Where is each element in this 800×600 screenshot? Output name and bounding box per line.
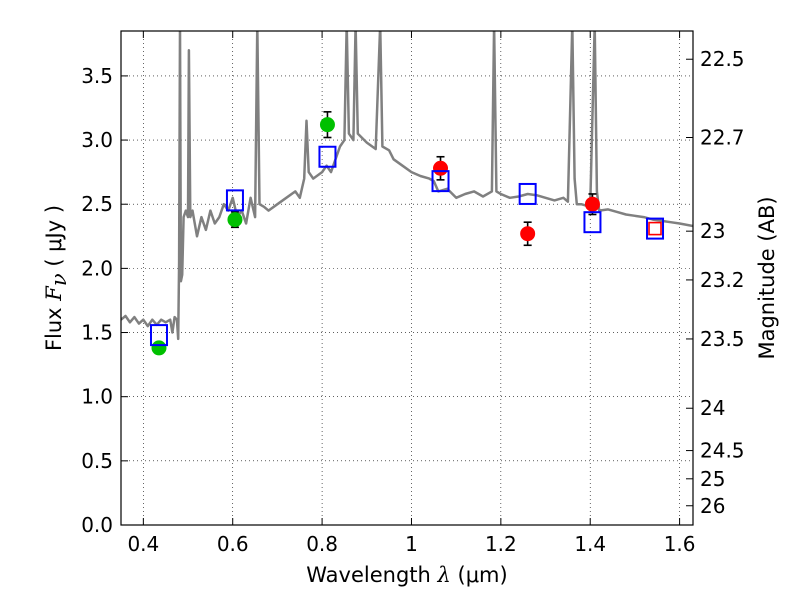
nir-photometry-point [520,226,536,242]
optical-photometry-point [151,340,167,356]
x-axis-ticks: 0.4 0.6 0.8 1 1.2 1.4 1.6 [127,31,696,556]
model-photometry-square [225,189,244,212]
model-spectrum-line [121,31,693,341]
y-tick-label: 3.5 [81,64,113,88]
model-photometry-square [431,170,450,193]
y-tick-label: 0.0 [81,513,113,537]
y2-tick-label: 25 [700,467,725,491]
y2-tick-label: 24 [700,396,725,420]
model-photometry-square [518,182,537,205]
x-tick-label: 0.6 [217,532,249,556]
y2-tick-label: 24.5 [700,439,745,463]
y-tick-label: 3.0 [81,128,113,152]
y-tick-label: 1.5 [81,321,113,345]
model-photometry-square [318,145,337,168]
y-tick-label: 1.0 [81,385,113,409]
x-tick-label: 1.2 [485,532,517,556]
y2-tick-label: 23.2 [700,268,745,292]
y-tick-label: 2.5 [81,192,113,216]
model-photometry-square [149,324,168,347]
x-tick-label: 1.4 [574,532,606,556]
optical-photometry-point [227,212,243,228]
y2-tick-label: 23.5 [700,327,745,351]
y-axis-ticks: 0.0 0.5 1.0 1.5 2.0 2.5 3.0 3.5 [81,64,128,537]
y-tick-label: 2.0 [81,256,113,280]
y2-tick-label: 23 [700,219,725,243]
x-tick-label: 0.4 [127,532,159,556]
y2-axis-title: Magnitude (AB) [755,196,779,359]
x-tick-label: 1 [405,532,418,556]
model-photometry-square [646,217,665,240]
model-photometry-square [583,211,602,234]
x-tick-label: 1.6 [664,532,696,556]
y2-tick-label: 22.5 [700,47,745,71]
plot-frame [120,30,694,526]
predicted-photometry-square [648,221,662,236]
x-tick-label: 0.8 [306,532,338,556]
optical-photometry-point [319,117,335,133]
y-tick-label: 0.5 [81,449,113,473]
y2-tick-label: 22.7 [700,125,745,149]
y2-axis-ticks: 22.5 22.7 23 23.2 23.5 24 24.5 25 26 [686,47,745,518]
nir-photometry-point [433,160,449,176]
plot-area [121,31,693,356]
nir-photometry-point [584,196,600,212]
y-axis-title: Flux Fν ( μJy ) [42,205,71,351]
y2-tick-label: 26 [700,494,725,518]
x-axis-title: Wavelength λ (μm) [306,563,507,587]
